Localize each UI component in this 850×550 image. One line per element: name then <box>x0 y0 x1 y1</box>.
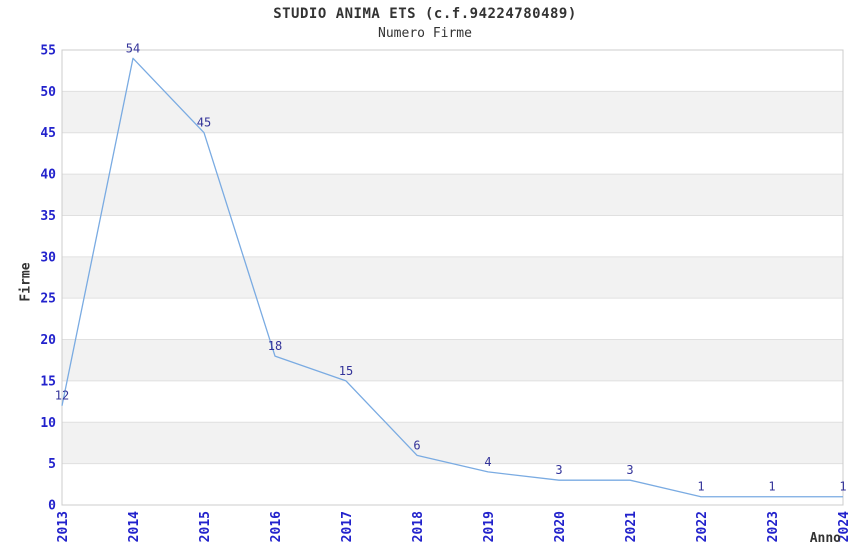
data-label: 54 <box>126 41 140 55</box>
x-tick-label: 2013 <box>56 511 71 542</box>
y-tick-label: 5 <box>48 457 56 472</box>
x-tick-label: 2024 <box>837 511 850 542</box>
y-tick-label: 50 <box>40 85 56 100</box>
y-tick-label: 20 <box>40 333 56 348</box>
y-tick-label: 35 <box>40 209 56 224</box>
x-axis-title: Anno <box>809 531 841 546</box>
data-label: 1 <box>768 480 775 494</box>
x-tick-label: 2022 <box>695 511 710 542</box>
y-tick-label: 30 <box>40 250 56 265</box>
y-tick-label: 15 <box>40 374 56 389</box>
chart-title: STUDIO ANIMA ETS (c.f.94224780489) <box>273 6 577 22</box>
chart-subtitle: Numero Firme <box>378 26 472 41</box>
x-tick-label: 2023 <box>766 511 781 542</box>
grid-band <box>62 91 843 133</box>
x-tick-label: 2015 <box>198 511 213 542</box>
plot-border <box>61 49 844 506</box>
data-label: 6 <box>413 438 420 452</box>
data-label: 3 <box>555 463 562 477</box>
data-line <box>61 57 843 498</box>
x-tick-label: 2021 <box>624 511 639 542</box>
x-tick-label: 2016 <box>269 511 284 542</box>
grid-band <box>62 339 843 381</box>
y-tick-label: 25 <box>40 292 56 307</box>
y-tick-label: 45 <box>40 126 56 141</box>
data-label: 18 <box>268 339 282 353</box>
data-labels: 12 54 45 18 15 6 4 3 3 1 1 1 <box>55 41 847 493</box>
x-tick-label: 2019 <box>482 511 497 542</box>
x-tick-label: 2018 <box>411 511 426 542</box>
grid-bands <box>62 91 843 464</box>
data-label: 45 <box>197 116 211 130</box>
y-tick-label: 10 <box>40 416 56 431</box>
data-label: 15 <box>339 364 353 378</box>
y-tick-label: 0 <box>48 499 56 514</box>
data-label: 12 <box>55 389 69 403</box>
y-tick-label: 55 <box>40 44 56 59</box>
data-label: 1 <box>697 480 704 494</box>
data-label: 1 <box>839 480 846 494</box>
grid-band <box>62 174 843 216</box>
data-label: 4 <box>484 455 491 469</box>
x-tick-label: 2017 <box>340 511 355 542</box>
x-tick-label: 2020 <box>553 511 568 542</box>
grid-lines <box>62 90 843 465</box>
y-tick-label: 40 <box>40 168 56 183</box>
x-tick-label: 2014 <box>127 511 142 542</box>
grid-band <box>62 422 843 464</box>
y-axis-title: Firme <box>18 262 34 302</box>
data-label: 3 <box>626 463 633 477</box>
y-tick-labels: 0 5 10 15 20 25 30 35 40 45 50 55 <box>40 44 56 514</box>
grid-band <box>62 256 843 299</box>
x-tick-labels: 2013 2014 2015 2016 2017 2018 2019 2020 2021 2022… <box>56 511 850 542</box>
